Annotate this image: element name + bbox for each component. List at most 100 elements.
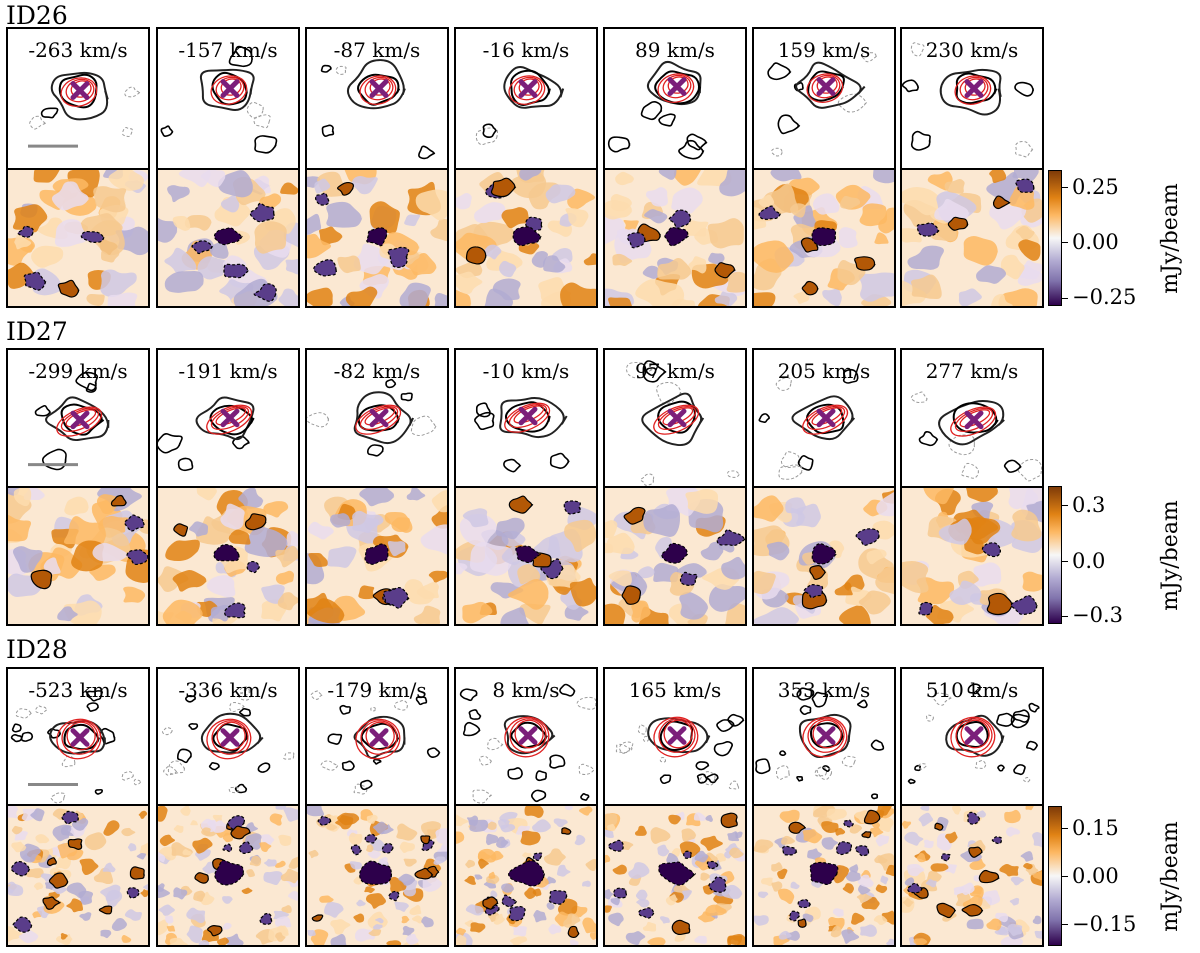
residual-map <box>456 806 596 945</box>
source-marker <box>816 77 836 97</box>
residual-map-panel <box>603 168 747 308</box>
source-marker <box>369 79 389 99</box>
channel-map-panel: -523 km/s <box>6 667 150 808</box>
source-marker <box>667 726 687 745</box>
channel-map-panel: 159 km/s <box>752 27 896 170</box>
velocity-label: 159 km/s <box>777 38 871 62</box>
residual-map-panel <box>900 168 1044 308</box>
colorbar-title: mJy/beam <box>1157 182 1183 294</box>
residual-map-panel <box>752 486 896 626</box>
channel-map-panel: 230 km/s <box>900 27 1044 170</box>
contour-map <box>28 71 141 148</box>
channel-map-panel: 510 km/s <box>900 667 1044 808</box>
residual-map-panel <box>6 486 150 626</box>
colorbar-tick-label: −0.25 <box>1072 285 1137 309</box>
residual-map <box>902 170 1042 306</box>
colorbar-tick-label: 0.00 <box>1072 230 1119 254</box>
channel-map-panel: -87 km/s <box>305 27 449 170</box>
source-marker <box>518 79 538 99</box>
channel-map-panel: 89 km/s <box>603 27 747 170</box>
contour-map <box>307 378 437 457</box>
colorbar-tick <box>1062 298 1068 299</box>
contour-map <box>158 396 255 472</box>
channel-map-panel: -16 km/s <box>454 27 598 170</box>
channel-map-panel: 353 km/s <box>752 667 896 808</box>
residual-map <box>307 806 447 945</box>
colorbar-tick-label: 0.3 <box>1072 493 1106 517</box>
velocity-label: 353 km/s <box>777 678 871 702</box>
velocity-label: 277 km/s <box>925 359 1019 383</box>
colorbar-tick <box>1062 924 1068 925</box>
colorbar-tick-label: 0.0 <box>1072 549 1106 573</box>
residual-map-panel <box>752 168 896 308</box>
residual-map <box>8 806 148 945</box>
contour-map <box>475 66 565 146</box>
contour-map <box>615 713 745 790</box>
residual-map <box>8 488 148 624</box>
velocity-label: 165 km/s <box>628 678 722 702</box>
velocity-label: -10 km/s <box>482 359 570 383</box>
velocity-label: -336 km/s <box>178 678 278 702</box>
residual-map <box>307 488 447 624</box>
colorbar-tick <box>1062 561 1068 562</box>
velocity-label: 510 km/s <box>925 678 1019 702</box>
channel-map-panel: 277 km/s <box>900 348 1044 488</box>
group-title: ID28 <box>6 635 68 664</box>
velocity-label: 205 km/s <box>777 359 871 383</box>
colorbar <box>1048 170 1062 306</box>
channel-map-panel: -157 km/s <box>156 27 300 170</box>
contour-map <box>474 397 570 473</box>
contour-map <box>758 368 859 480</box>
colorbar <box>1048 806 1062 946</box>
source-marker <box>70 410 90 430</box>
channel-map-panel: -10 km/s <box>454 348 598 488</box>
source-marker <box>964 79 984 99</box>
channel-map-panel: -299 km/s <box>6 348 150 488</box>
velocity-label: -179 km/s <box>327 678 427 702</box>
colorbar-tick <box>1062 876 1068 877</box>
colorbar-title: mJy/beam <box>1157 499 1183 611</box>
residual-map <box>902 488 1042 624</box>
source-marker <box>816 408 836 428</box>
residual-map-panel <box>752 804 896 947</box>
contour-map <box>162 686 295 794</box>
channel-map-panel: -191 km/s <box>156 348 300 488</box>
contour-map <box>10 690 142 804</box>
velocity-label: -82 km/s <box>333 359 421 383</box>
contour-map <box>310 686 441 795</box>
residual-map-panel <box>305 486 449 626</box>
channel-map-panel: -336 km/s <box>156 667 300 808</box>
velocity-label: -263 km/s <box>28 38 128 62</box>
source-marker <box>369 728 389 747</box>
velocity-label: -87 km/s <box>333 38 421 62</box>
residual-map <box>307 170 447 306</box>
source-marker <box>70 81 90 100</box>
colorbar-tick-label: 0.15 <box>1072 816 1119 840</box>
residual-map-panel <box>6 804 150 947</box>
residual-map <box>902 806 1042 945</box>
residual-map <box>754 170 894 306</box>
contour-map <box>910 391 1042 482</box>
residual-map <box>754 490 894 624</box>
colorbar-title: mJy/beam <box>1157 820 1183 932</box>
colorbar-tick <box>1062 187 1068 188</box>
velocity-label: -523 km/s <box>28 678 128 702</box>
channel-map-panel: 205 km/s <box>752 348 896 488</box>
contour-map <box>28 371 110 471</box>
source-marker <box>220 79 240 99</box>
source-marker <box>518 406 538 426</box>
residual-map-panel <box>454 486 598 626</box>
contour-map <box>320 59 436 160</box>
group-title: ID27 <box>6 317 68 346</box>
source-marker <box>964 726 984 745</box>
source-marker <box>70 728 90 747</box>
source-marker <box>964 410 984 430</box>
contour-map <box>902 42 1034 158</box>
source-marker <box>369 408 389 428</box>
residual-map-panel <box>305 804 449 947</box>
contour-map <box>607 60 708 160</box>
residual-map <box>158 806 298 945</box>
residual-map-panel <box>454 804 598 947</box>
colorbar-tick <box>1062 828 1068 829</box>
residual-map-panel <box>900 486 1044 626</box>
